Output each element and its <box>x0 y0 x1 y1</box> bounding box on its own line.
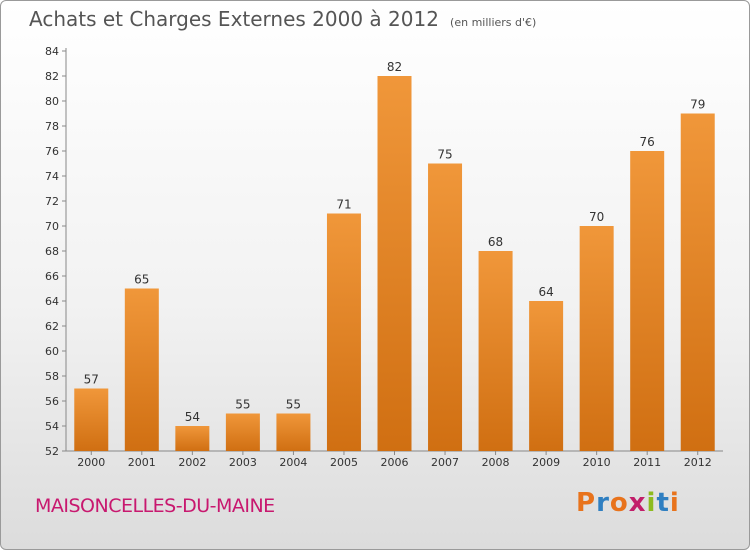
bar-2003 <box>225 413 260 451</box>
bar-2009 <box>529 301 564 451</box>
x-tick-label: 2003 <box>229 456 257 469</box>
bar-2011 <box>630 151 665 451</box>
y-tick-label: 60 <box>45 345 59 358</box>
bar-2004 <box>276 413 311 451</box>
x-tick-label: 2000 <box>77 456 105 469</box>
y-tick-label: 72 <box>45 195 59 208</box>
value-label: 79 <box>690 98 705 112</box>
chart-title: Achats et Charges Externes 2000 à 2012 <box>29 7 439 31</box>
logo-letter: t <box>656 488 670 518</box>
value-label: 71 <box>336 198 351 212</box>
bar-2007 <box>428 163 463 451</box>
y-tick-label: 82 <box>45 70 59 83</box>
bar-2005 <box>326 213 361 451</box>
title-row: Achats et Charges Externes 2000 à 2012 (… <box>29 7 536 31</box>
logo-letter: x <box>628 488 647 518</box>
x-tick-label: 2001 <box>128 456 156 469</box>
value-label: 82 <box>387 60 402 74</box>
y-tick-label: 62 <box>45 320 59 333</box>
bar-2008 <box>478 251 513 451</box>
logo-letter: P <box>576 488 597 518</box>
logo-letter: i <box>669 488 680 518</box>
x-tick-label: 2005 <box>330 456 358 469</box>
value-labels: 57 65 54 55 55 71 82 75 68 64 70 76 79 <box>84 60 706 424</box>
bar-2002 <box>175 426 210 451</box>
value-label: 68 <box>488 235 503 249</box>
bar-2010 <box>579 226 614 451</box>
y-tick-label: 54 <box>45 420 59 433</box>
value-label: 65 <box>134 273 149 287</box>
y-tick-label: 76 <box>45 145 59 158</box>
logo-letter: i <box>646 488 657 518</box>
bar-2006 <box>377 76 412 451</box>
y-tick-label: 74 <box>45 170 59 183</box>
value-label: 70 <box>589 210 604 224</box>
value-label: 54 <box>185 410 200 424</box>
value-label: 55 <box>235 398 250 412</box>
y-tick-label: 64 <box>45 295 59 308</box>
bar-2000 <box>74 388 109 451</box>
y-tick-label: 66 <box>45 270 59 283</box>
logo-letter: r <box>596 488 610 518</box>
bar-2012 <box>680 113 715 451</box>
value-label: 75 <box>437 148 452 162</box>
x-tick-label: 2012 <box>684 456 712 469</box>
y-tick-label: 58 <box>45 370 59 383</box>
x-tick-label: 2011 <box>633 456 661 469</box>
x-tick-label: 2009 <box>532 456 560 469</box>
value-label: 57 <box>84 373 99 387</box>
y-tick-label: 68 <box>45 245 59 258</box>
chart-subtitle: (en milliers d'€) <box>450 16 537 29</box>
x-tick-label: 2002 <box>178 456 206 469</box>
x-tick-label: 2010 <box>583 456 611 469</box>
bars <box>74 76 715 451</box>
proxiti-logo[interactable]: Proxiti <box>576 488 680 518</box>
y-tick-label: 84 <box>45 45 59 58</box>
x-tick-label: 2007 <box>431 456 459 469</box>
x-tick-label: 2006 <box>381 456 409 469</box>
value-label: 64 <box>538 285 553 299</box>
x-tick-label: 2008 <box>482 456 510 469</box>
commune-name: MAISONCELLES-DU-MAINE <box>35 495 275 517</box>
y-tick-label: 52 <box>45 445 59 458</box>
value-label: 76 <box>640 135 655 149</box>
value-label: 55 <box>286 398 301 412</box>
y-tick-label: 56 <box>45 395 59 408</box>
axes: 52 54 56 58 60 62 64 66 68 70 72 74 76 78 80 82 84 2000 20… <box>45 45 723 469</box>
logo-letter: o <box>609 488 629 518</box>
y-tick-label: 80 <box>45 95 59 108</box>
x-tick-label: 2004 <box>279 456 307 469</box>
y-tick-label: 78 <box>45 120 59 133</box>
bar-2001 <box>124 288 159 451</box>
y-tick-label: 70 <box>45 220 59 233</box>
